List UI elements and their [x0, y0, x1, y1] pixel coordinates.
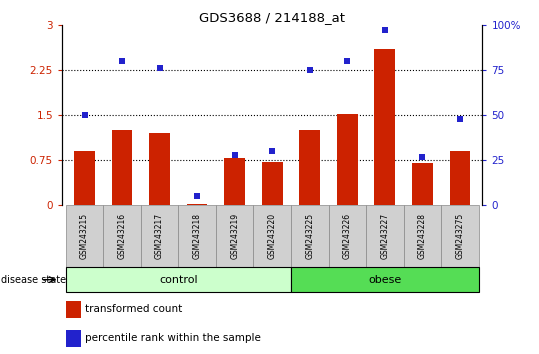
Bar — [66, 205, 103, 267]
Bar — [66, 330, 81, 347]
Point — [155, 65, 164, 71]
Bar — [253, 205, 291, 267]
Bar — [404, 205, 441, 267]
Text: transformed count: transformed count — [85, 304, 182, 314]
Bar — [291, 205, 328, 267]
Point — [118, 58, 126, 64]
Text: obese: obese — [368, 275, 402, 285]
Bar — [149, 133, 170, 205]
Text: control: control — [159, 275, 198, 285]
Bar — [141, 205, 178, 267]
Bar — [216, 205, 253, 267]
Text: GSM243220: GSM243220 — [268, 213, 277, 259]
Bar — [74, 151, 95, 205]
Bar — [337, 114, 357, 205]
Point — [343, 58, 351, 64]
Bar — [187, 204, 208, 205]
Bar — [366, 205, 404, 267]
Point — [193, 193, 202, 199]
Bar — [441, 205, 479, 267]
Bar — [262, 162, 282, 205]
Text: GSM243215: GSM243215 — [80, 213, 89, 259]
Point — [418, 154, 427, 159]
Text: GSM243217: GSM243217 — [155, 213, 164, 259]
Title: GDS3688 / 214188_at: GDS3688 / 214188_at — [199, 11, 345, 24]
Text: GSM243219: GSM243219 — [230, 213, 239, 259]
Point — [230, 152, 239, 158]
Bar — [299, 130, 320, 205]
Text: percentile rank within the sample: percentile rank within the sample — [85, 333, 261, 343]
Bar — [450, 151, 470, 205]
Text: GSM243226: GSM243226 — [343, 213, 352, 259]
Bar — [178, 205, 216, 267]
Bar — [66, 301, 81, 318]
Text: GSM243225: GSM243225 — [305, 213, 314, 259]
Point — [455, 116, 464, 121]
Bar — [66, 267, 291, 292]
Text: disease state: disease state — [1, 275, 66, 285]
Text: GSM243216: GSM243216 — [118, 213, 127, 259]
Bar — [112, 130, 133, 205]
Point — [306, 67, 314, 73]
Bar — [224, 158, 245, 205]
Point — [381, 27, 389, 33]
Bar — [328, 205, 366, 267]
Text: GSM243228: GSM243228 — [418, 213, 427, 259]
Text: GSM243275: GSM243275 — [455, 213, 465, 259]
Text: GSM243227: GSM243227 — [381, 213, 389, 259]
Point — [268, 148, 277, 154]
Text: GSM243218: GSM243218 — [192, 213, 202, 259]
Bar — [103, 205, 141, 267]
Bar — [375, 49, 395, 205]
Bar — [412, 163, 433, 205]
Bar — [291, 267, 479, 292]
Point — [80, 112, 89, 118]
